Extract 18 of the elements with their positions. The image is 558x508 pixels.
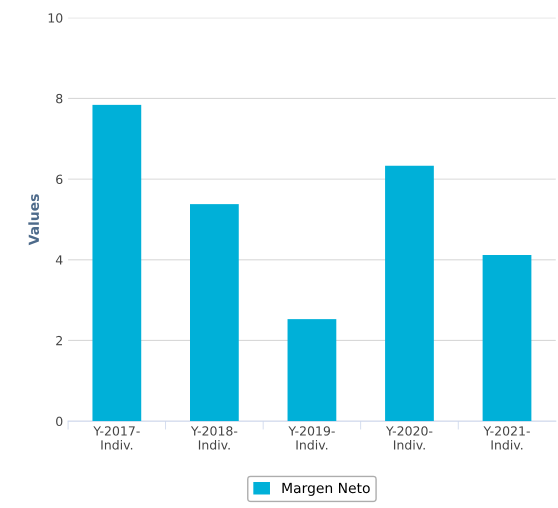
y-tick-label: 6 [56,174,62,184]
x-tick-label: Y-2021- Indiv. [483,426,530,450]
bar [385,166,434,422]
y-tick-label: 4 [56,255,63,265]
bar [190,204,239,422]
y-tick-label: 0 [56,416,62,426]
legend-label: Margen Neto [282,482,370,496]
y-tick-label: 8 [56,94,62,104]
y-tick-label: 2 [56,336,62,346]
x-tick-label: Y-2020- Indiv. [386,426,432,450]
x-tick-label: Y-2019- Indiv. [288,426,335,450]
x-tick-label: Y-2017- Indiv. [93,426,140,450]
bar [92,104,142,422]
bar [482,254,532,422]
y-axis-title: Values [28,194,40,246]
bar [288,319,336,422]
y-tick-label: 10 [48,13,62,23]
x-tick-label: Y-2018- Indiv. [190,426,238,450]
